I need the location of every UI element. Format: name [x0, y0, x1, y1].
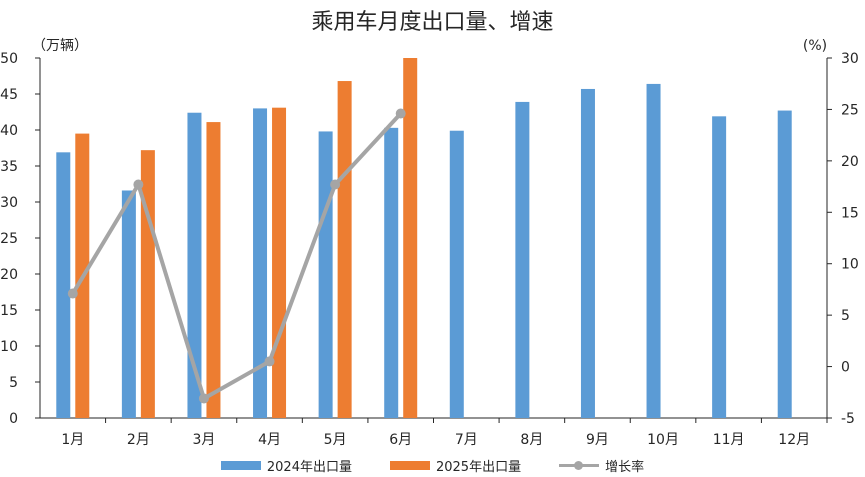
- x-tick-label: 7月: [455, 432, 478, 448]
- chart-title: 乘用车月度出口量、增速: [311, 10, 554, 35]
- legend-label-growth: 增长率: [605, 460, 645, 475]
- growth-rate-line: [71, 112, 403, 401]
- bar-2024-4月: [253, 108, 268, 419]
- y-left-tick-label: 10: [0, 339, 18, 355]
- legend-item-2025: 2025年出口量: [389, 456, 522, 475]
- bar-2024-6月: [384, 127, 399, 418]
- growth-rate-point-2月: [133, 179, 144, 190]
- x-tick-label: 10月: [647, 432, 679, 448]
- x-tick-label: 3月: [192, 432, 215, 448]
- y-left-tick-label: 40: [0, 123, 18, 139]
- y-right-tick-label: 5: [841, 308, 850, 324]
- x-tick-label: 11月: [713, 432, 745, 448]
- y-right-unit-label: (%): [803, 38, 827, 54]
- growth-rate-point-4月: [264, 356, 275, 367]
- bar-2024-5月: [318, 131, 333, 418]
- growth-rate-point-3月: [198, 393, 209, 404]
- bar-2024-3月: [187, 112, 202, 418]
- legend-swatch-2025: [389, 461, 430, 470]
- y-left-tick-label: 15: [0, 303, 18, 319]
- x-tick-label: 1月: [61, 432, 84, 448]
- legend-label-2025: 2025年出口量: [435, 460, 522, 475]
- growth-rate-point-5月: [330, 179, 341, 190]
- x-tick-label: 2月: [127, 432, 150, 448]
- growth-rate-point-6月: [395, 108, 406, 119]
- y-left-tick-label: 45: [0, 87, 18, 103]
- bar-2025-4月: [272, 107, 287, 419]
- bar-2025-5月: [337, 81, 352, 418]
- bar-2025-6月: [403, 58, 418, 418]
- y-left-tick-label: 50: [0, 51, 18, 67]
- bar-2024-11月: [712, 116, 727, 418]
- y-right-tick-label: -5: [841, 411, 855, 427]
- legend-item-growth: 增长率: [559, 456, 644, 475]
- bar-2024-8月: [515, 101, 530, 419]
- y-right-tick-label: 30: [841, 51, 859, 67]
- legend-swatch-2024: [220, 461, 261, 470]
- chart-legend: 2024年出口量 2025年出口量 增长率: [0, 456, 865, 475]
- y-right-tick-label: 15: [841, 205, 859, 221]
- y-right-tick-label: 0: [841, 360, 850, 376]
- y-left-tick-label: 20: [0, 267, 18, 283]
- y-left-tick-label: 5: [9, 375, 18, 391]
- legend-item-2024: 2024年出口量: [220, 456, 352, 475]
- y-left-tick-label: 35: [0, 159, 18, 175]
- bar-2025-2月: [140, 150, 155, 418]
- legend-label-2024: 2024年出口量: [266, 460, 352, 475]
- bar-2024-9月: [580, 88, 595, 419]
- y-right-tick-label: 25: [841, 102, 859, 118]
- x-tick-label: 9月: [586, 432, 609, 448]
- y-left-tick-label: 25: [0, 231, 18, 247]
- x-tick-label: 6月: [389, 432, 412, 448]
- y-right-tick-label: 10: [841, 257, 859, 273]
- bar-2025-3月: [206, 122, 221, 418]
- legend-swatch-growth: [559, 461, 600, 470]
- x-tick-label: 12月: [778, 432, 810, 448]
- growth-rate-point-1月: [67, 288, 78, 299]
- y-left-tick-label: 30: [0, 195, 18, 211]
- bar-2024-7月: [449, 130, 464, 418]
- x-tick-label: 8月: [520, 432, 543, 448]
- y-right-tick-label: 20: [841, 154, 859, 170]
- bar-2024-12月: [777, 110, 792, 418]
- x-tick-label: 4月: [258, 432, 281, 448]
- bar-2024-1月: [56, 152, 71, 418]
- x-tick-label: 5月: [324, 432, 347, 448]
- bar-2024-2月: [121, 190, 136, 418]
- y-left-tick-label: 0: [9, 411, 18, 427]
- y-left-unit-label: （万辆）: [32, 38, 88, 54]
- bar-2024-10月: [646, 83, 661, 419]
